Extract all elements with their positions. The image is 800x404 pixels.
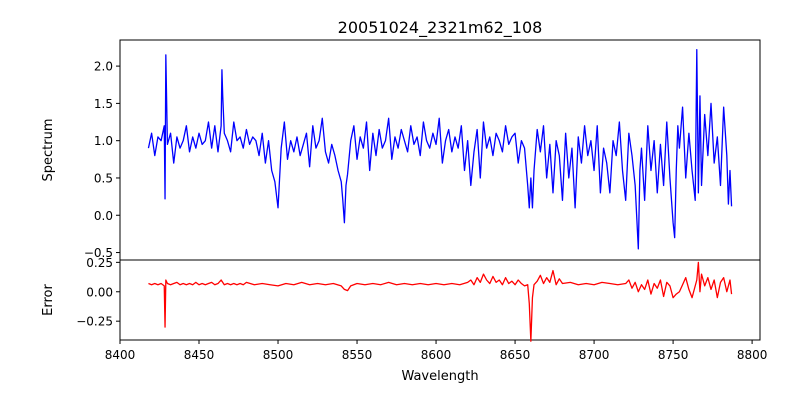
- error-y-axis-label: Error: [41, 284, 56, 316]
- error-y-tick-label: −0.25: [76, 315, 113, 329]
- spectrum-y-tick-label: 0.5: [94, 171, 113, 185]
- error-y-tick-label: 0.25: [86, 256, 113, 270]
- spectrum-axes-frame: [119, 39, 761, 261]
- x-tick-label: 8600: [421, 348, 452, 362]
- x-tick-label: 8400: [105, 348, 136, 362]
- spectrum-y-tick-label: 0.0: [94, 209, 113, 223]
- error-plot: [148, 261, 733, 342]
- x-tick-label: 8650: [500, 348, 531, 362]
- chart-title: 20051024_2321m62_108: [338, 18, 543, 38]
- spectrum-series-line: [147, 49, 733, 250]
- spectrum-y-tick-label: 1.0: [94, 134, 113, 148]
- x-tick-label: 8450: [184, 348, 215, 362]
- error-y-tick-label: 0.00: [86, 285, 113, 299]
- spectrum-y-tick-label: 2.0: [94, 60, 113, 74]
- spectrum-y-tick-label: 1.5: [94, 97, 113, 111]
- x-tick-label: 8500: [263, 348, 294, 362]
- spectrum-y-ticks: −0.5 0.0 0.5 1.0 1.5 2.0: [84, 60, 120, 260]
- x-tick-label: 8800: [737, 348, 768, 362]
- x-tick-label: 8750: [658, 348, 689, 362]
- x-tick-label: 8700: [579, 348, 610, 362]
- spectrum-y-tick-label: −0.5: [84, 246, 113, 260]
- x-tick-label: 8550: [342, 348, 373, 362]
- x-axis-label: Wavelength: [401, 369, 478, 384]
- x-ticks: 8400 8450 8500 8550 8600 8650 8700 8750 8800: [105, 340, 768, 362]
- spectrum-y-axis-label: Spectrum: [41, 119, 56, 182]
- error-y-ticks: −0.25 0.00 0.25: [76, 256, 120, 329]
- error-axes-frame: [119, 259, 761, 341]
- error-series-line: [148, 261, 733, 342]
- spectrum-plot: [147, 49, 733, 250]
